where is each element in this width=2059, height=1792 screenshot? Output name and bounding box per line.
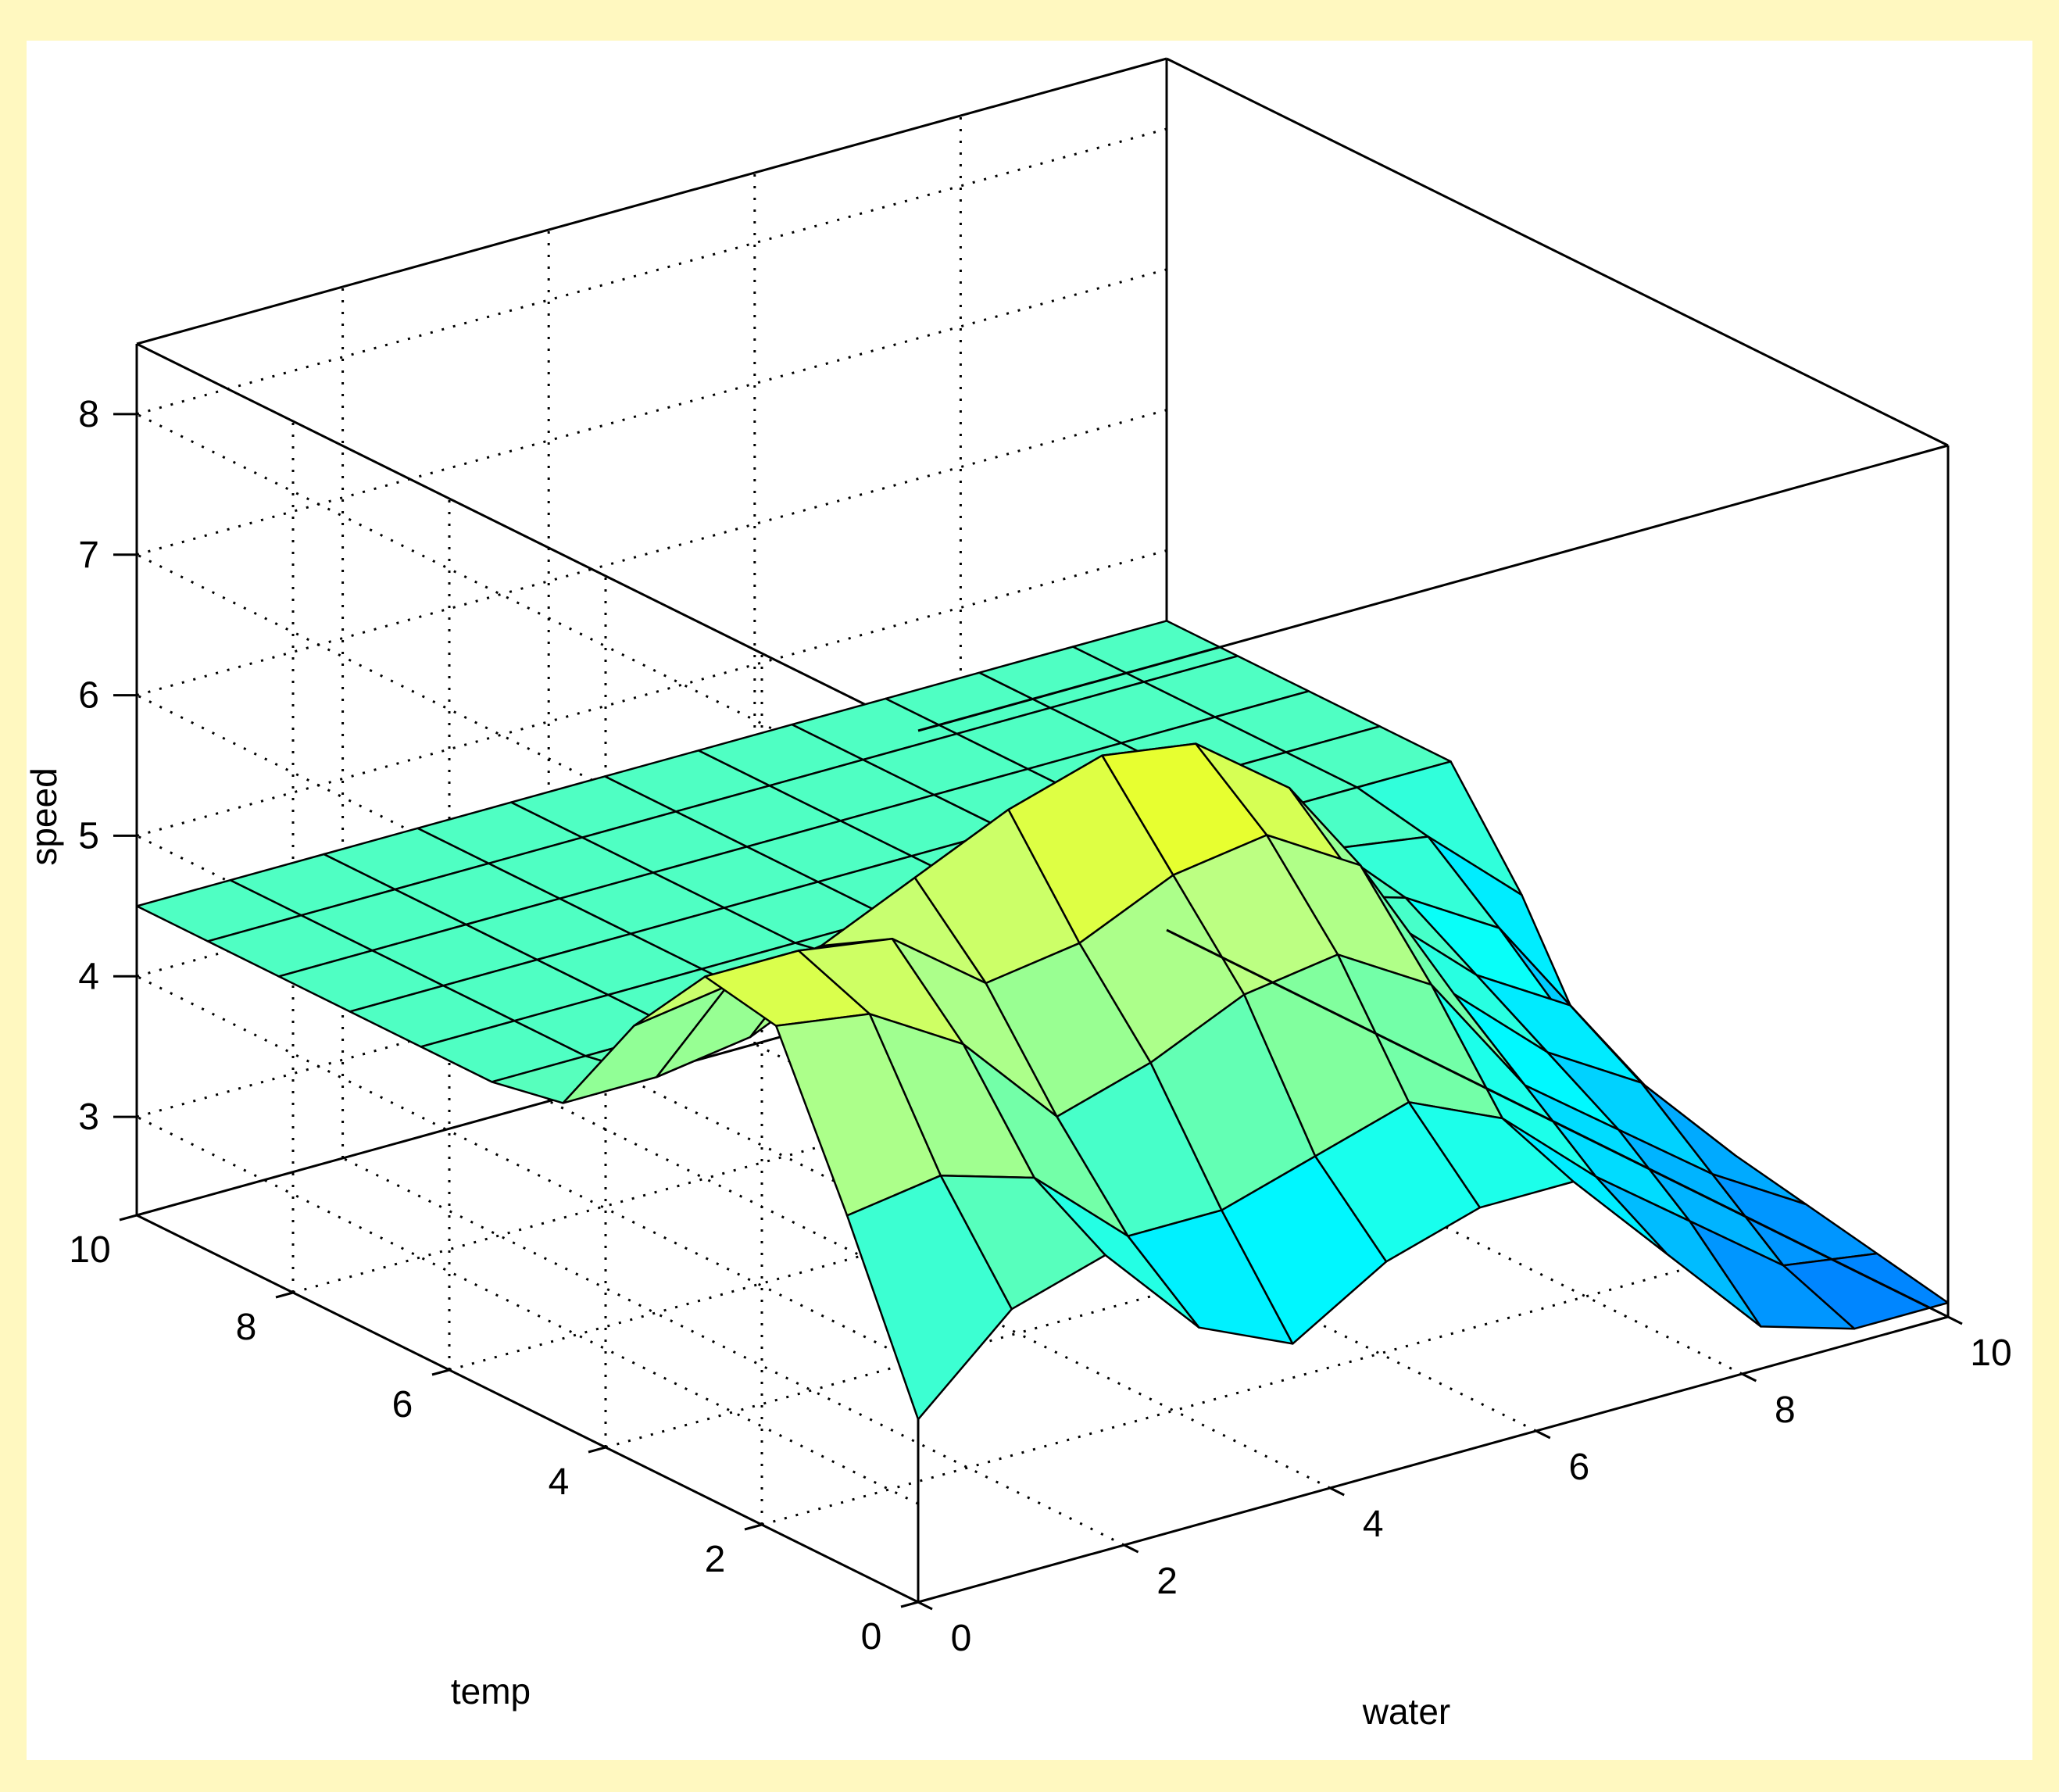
box-edge — [1166, 57, 1949, 447]
y-tick-label: 6 — [392, 1384, 413, 1425]
surface-mesh — [135, 620, 1950, 1421]
y-tick-label: 8 — [236, 1307, 257, 1348]
y-tick-mark — [588, 1446, 606, 1454]
z-tick-label: 7 — [78, 535, 99, 576]
z-tick-label: 5 — [78, 815, 99, 857]
axes-front — [113, 57, 1963, 1611]
z-tick-label: 4 — [78, 956, 99, 997]
y-tick-label: 10 — [69, 1229, 110, 1271]
x-tick-label: 8 — [1775, 1390, 1796, 1431]
y-axis-label: temp — [451, 1671, 531, 1712]
x-tick-label: 4 — [1363, 1504, 1384, 1545]
x-tick-label: 0 — [951, 1618, 972, 1659]
x-tick-mark — [1123, 1543, 1139, 1554]
z-tick-label: 3 — [78, 1096, 99, 1138]
grid-line — [136, 975, 919, 1365]
y-tick-mark — [119, 1214, 138, 1221]
y-tick-mark — [900, 1601, 919, 1608]
y-tick-label: 2 — [705, 1539, 726, 1580]
surface-face — [1782, 1252, 1950, 1330]
x-tick-mark — [1329, 1486, 1345, 1497]
grid-line — [449, 1083, 1480, 1372]
grid-line — [136, 1115, 919, 1505]
x-tick-mark — [1947, 1315, 1963, 1325]
box-edge — [917, 444, 1949, 732]
x-tick-label: 10 — [1970, 1332, 2011, 1374]
grid-line — [136, 830, 1167, 1118]
x-tick-mark — [917, 1601, 933, 1611]
grid-line — [136, 268, 1167, 556]
grid-line — [761, 1238, 1793, 1526]
box-edge — [136, 57, 1167, 345]
z-tick-label: 8 — [78, 394, 99, 435]
x-tick-mark — [1535, 1429, 1551, 1440]
box-edge — [917, 1315, 1949, 1604]
z-axis-label: speed — [23, 767, 64, 865]
y-tick-label: 4 — [549, 1461, 570, 1503]
box-edge — [136, 342, 919, 732]
y-tick-mark — [275, 1291, 294, 1299]
x-tick-mark — [1741, 1372, 1757, 1382]
grid-line — [136, 549, 1167, 837]
z-tick-label: 6 — [78, 675, 99, 717]
x-axis-label: water — [1362, 1691, 1450, 1732]
y-tick-mark — [431, 1368, 450, 1376]
grid-line — [605, 1161, 1636, 1449]
grid-line — [136, 409, 1167, 697]
box-edge — [136, 1214, 919, 1604]
x-tick-label: 2 — [1156, 1561, 1178, 1602]
grid-line — [341, 1157, 1125, 1547]
grid-line — [292, 1006, 1324, 1294]
x-tick-label: 6 — [1568, 1447, 1589, 1488]
tick-labels: 0 2 4 6 8 10 0 2 4 6 8 10 3 4 5 6 7 8 — [69, 394, 2011, 1659]
grid-line — [136, 127, 1167, 416]
y-tick-mark — [744, 1523, 763, 1531]
grid-line — [136, 553, 919, 943]
box-edge — [1166, 928, 1949, 1318]
grid-line — [136, 413, 919, 803]
y-tick-label: 0 — [861, 1616, 882, 1658]
